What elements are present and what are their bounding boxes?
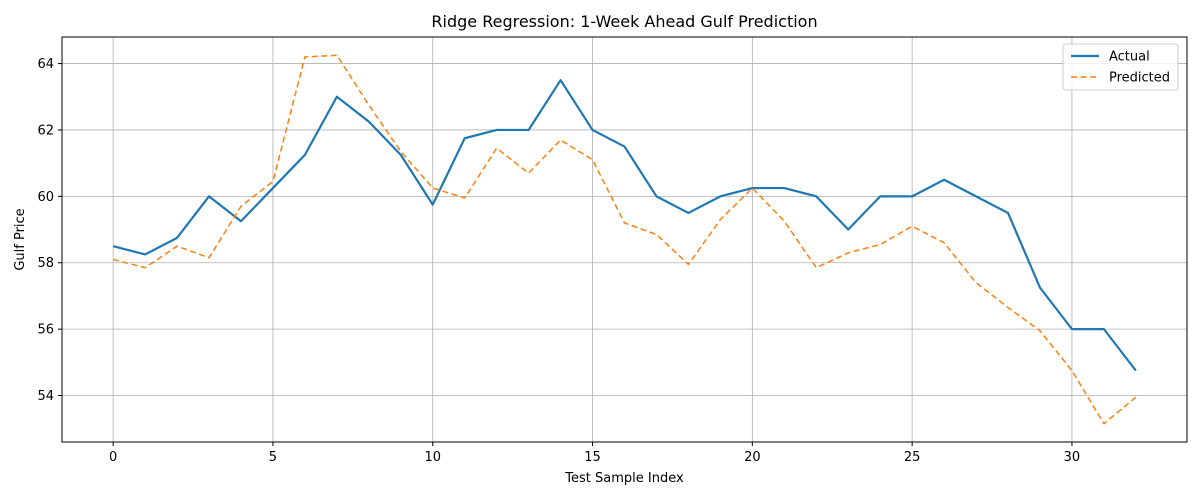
ticks: 0 5 10 15 20 25 30 54 56 58 60 62 64 xyxy=(37,57,1080,465)
x-tick-label: 20 xyxy=(744,450,761,465)
chart-title: Ridge Regression: 1-Week Ahead Gulf Pred… xyxy=(431,12,817,31)
x-tick-label: 0 xyxy=(109,450,117,465)
series-line-predicted xyxy=(112,54,1137,425)
legend-label-actual: Actual xyxy=(1109,50,1150,65)
x-axis-title: Test Sample Index xyxy=(564,471,684,486)
grid xyxy=(62,37,1187,442)
y-tick-label: 58 xyxy=(37,256,54,271)
series-line-actual xyxy=(112,79,1137,372)
y-tick-label: 56 xyxy=(37,323,54,338)
legend-label-predicted: Predicted xyxy=(1109,71,1170,86)
y-axis-title: Gulf Price xyxy=(13,208,28,270)
plot-frame xyxy=(61,36,1188,443)
x-tick-label: 5 xyxy=(269,450,277,465)
x-tick-label: 10 xyxy=(424,450,441,465)
y-tick-label: 62 xyxy=(37,123,54,138)
x-tick-label: 30 xyxy=(1064,450,1081,465)
x-tick-label: 15 xyxy=(584,450,601,465)
y-tick-label: 64 xyxy=(37,57,54,72)
x-tick-label: 25 xyxy=(904,450,921,465)
series-lines xyxy=(112,54,1137,425)
y-tick-label: 60 xyxy=(37,190,54,205)
y-tick-label: 54 xyxy=(37,389,54,404)
legend: Actual Predicted xyxy=(1062,43,1179,91)
